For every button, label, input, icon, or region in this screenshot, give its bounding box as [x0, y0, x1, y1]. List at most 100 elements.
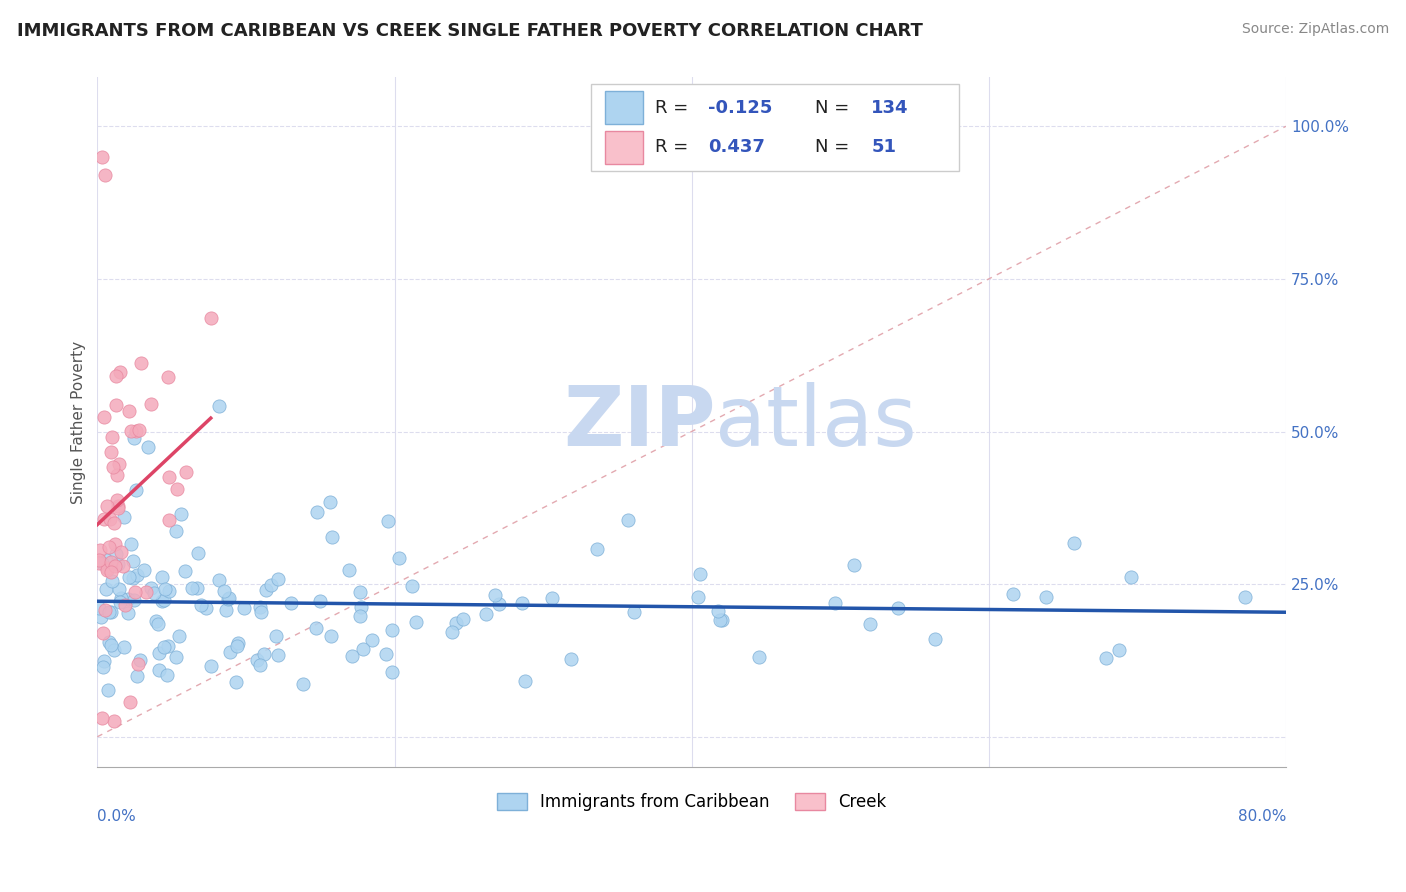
Point [215, 603, 238, 617]
Point [174, 564, 197, 578]
Point [488, 597, 510, 611]
Text: -0.125: -0.125 [709, 99, 773, 117]
Point [249, 600, 271, 615]
Point [219, 645, 242, 659]
Point [1233, 590, 1256, 604]
Point [100, 430, 122, 444]
Point [93, 410, 115, 425]
Point [586, 541, 609, 556]
Text: ZIP: ZIP [562, 382, 716, 463]
Point [114, 640, 136, 654]
Point [135, 585, 157, 599]
Point [104, 537, 127, 551]
Point [444, 616, 467, 631]
Point [105, 398, 128, 412]
Point [200, 311, 222, 326]
Point [104, 559, 127, 574]
Point [89, 542, 111, 557]
Point [103, 516, 125, 530]
Point [94, 582, 117, 596]
Point [112, 509, 135, 524]
Point [114, 599, 136, 613]
Point [107, 499, 129, 513]
Text: 134: 134 [872, 99, 908, 117]
Point [89, 557, 111, 571]
Point [142, 586, 165, 600]
Point [122, 554, 145, 568]
Point [138, 440, 160, 454]
Point [150, 594, 173, 608]
Point [187, 546, 209, 560]
Point [120, 695, 142, 709]
Point [560, 652, 582, 666]
Point [104, 369, 127, 384]
Point [108, 595, 131, 609]
Point [309, 593, 332, 607]
Point [122, 571, 145, 585]
Point [381, 623, 404, 637]
Point [141, 397, 163, 411]
Point [97, 683, 120, 698]
Point [150, 570, 173, 584]
Point [709, 613, 731, 627]
Point [104, 547, 127, 561]
Point [377, 515, 399, 529]
Point [153, 593, 176, 607]
Point [103, 714, 125, 729]
Point [96, 499, 118, 513]
Point [157, 584, 180, 599]
Point [887, 600, 910, 615]
Point [90, 609, 112, 624]
Point [225, 639, 247, 653]
Point [132, 563, 155, 577]
Point [90, 150, 112, 164]
Point [100, 565, 122, 579]
Point [616, 513, 638, 527]
Point [93, 654, 115, 668]
Text: IMMIGRANTS FROM CARIBBEAN VS CREEK SINGLE FATHER POVERTY CORRELATION CHART: IMMIGRANTS FROM CARIBBEAN VS CREEK SINGL… [17, 22, 922, 40]
Text: 0.0%: 0.0% [97, 809, 136, 823]
Point [157, 470, 180, 484]
Point [249, 658, 271, 673]
Point [93, 512, 115, 526]
Point [125, 668, 148, 682]
Point [153, 582, 176, 596]
Point [186, 582, 208, 596]
Point [352, 642, 374, 657]
Point [124, 584, 146, 599]
Point [152, 640, 174, 654]
Point [515, 673, 537, 688]
Point [122, 431, 145, 445]
Point [305, 505, 328, 519]
Point [337, 563, 360, 577]
Point [200, 658, 222, 673]
Point [87, 553, 110, 567]
Point [117, 591, 139, 606]
Point [127, 657, 149, 672]
Text: N =: N = [815, 99, 855, 117]
Legend: Immigrants from Caribbean, Creek: Immigrants from Caribbean, Creek [491, 786, 893, 818]
Point [401, 579, 423, 593]
Point [280, 596, 302, 610]
Point [484, 588, 506, 602]
Point [105, 467, 128, 482]
Point [260, 578, 283, 592]
Point [246, 652, 269, 666]
Text: R =: R = [655, 138, 693, 156]
Point [94, 552, 117, 566]
FancyBboxPatch shape [605, 131, 643, 164]
Point [707, 604, 730, 618]
Point [128, 423, 150, 437]
Point [253, 647, 276, 661]
Point [97, 540, 120, 554]
Point [100, 574, 122, 589]
Point [96, 561, 118, 575]
Point [305, 621, 328, 635]
Point [165, 524, 187, 538]
Point [110, 591, 132, 606]
Point [107, 501, 129, 516]
Point [100, 445, 122, 459]
Point [120, 424, 142, 438]
Point [194, 601, 217, 615]
Point [388, 551, 411, 566]
